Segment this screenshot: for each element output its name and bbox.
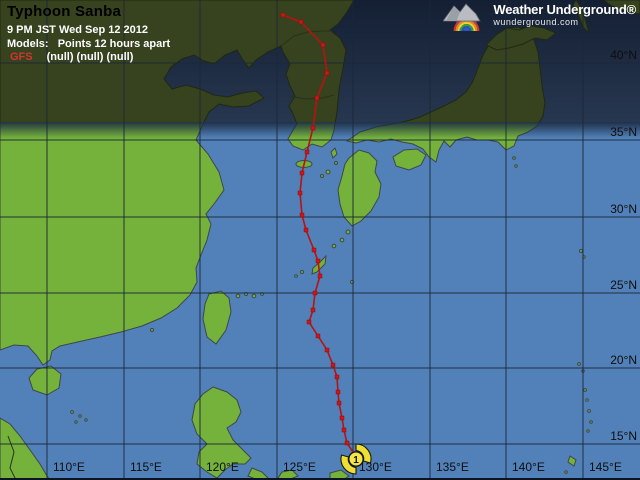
longitude-label: 135°E: [436, 460, 469, 474]
forecast-track-point: [310, 307, 316, 313]
longitude-label: 125°E: [283, 460, 316, 474]
forecast-track-point: [298, 19, 304, 25]
latitude-label: 25°N: [610, 278, 637, 292]
forecast-track-point: [280, 12, 286, 18]
storm-number: 1: [353, 455, 359, 466]
cloud-mountain-shade: [446, 6, 461, 21]
longitude-label: 115°E: [130, 460, 162, 474]
forecast-track-point: [324, 70, 330, 76]
typhoon-arm-top: [355, 443, 372, 464]
models-line: Models: Points 12 hours apart: [7, 37, 171, 50]
latitude-label: 30°N: [610, 202, 637, 216]
longitude-label: 140°E: [512, 460, 545, 474]
longitude-label: 145°E: [589, 460, 622, 474]
forecast-track-point: [320, 42, 326, 48]
forecast-track-point: [310, 125, 316, 131]
forecast-track-point: [334, 374, 340, 380]
model-row: GFS (null) (null) (null): [7, 51, 170, 65]
wunderground-logo[interactable]: Weather Underground® wunderground.com: [443, 2, 636, 32]
forecast-track-point: [314, 95, 320, 101]
forecast-track-point: [324, 347, 330, 353]
forecast-track-point: [344, 440, 350, 446]
forecast-track-point: [312, 290, 318, 296]
forecast-track-point: [336, 400, 342, 406]
country-border-korea-dmz: [287, 94, 335, 100]
forecast-track-point: [341, 427, 347, 433]
longitude-label: 130°E: [359, 460, 392, 474]
timestamp: 9 PM JST Wed Sep 12 2012: [7, 24, 149, 36]
forecast-track-point: [315, 258, 321, 264]
wunderground-logo-icon: [443, 3, 482, 32]
typhoon-arm-bottom: [340, 454, 357, 475]
forecast-track-point: [317, 273, 323, 279]
forecast-track-point: [335, 389, 341, 395]
map-header: Typhoon Sanba 9 PM JST Wed Sep 12 2012 M…: [7, 3, 170, 65]
forecast-track-point: [330, 362, 336, 368]
forecast-track-point: [299, 170, 305, 176]
forecast-track-point: [297, 190, 303, 196]
rainbow-blue: [461, 26, 472, 32]
logo-domain: wunderground.com: [493, 17, 579, 27]
longitude-label: 120°E: [206, 460, 239, 474]
shade-gradient: [0, 122, 640, 138]
logo-brand: Weather Underground®: [493, 2, 636, 17]
latitude-label: 40°N: [610, 48, 637, 62]
storm-title: Typhoon Sanba: [7, 3, 121, 20]
storm-track-layer: [280, 12, 354, 453]
forecast-track-point: [304, 149, 310, 155]
forecast-track-point: [311, 247, 317, 253]
forecast-track-point: [303, 227, 309, 233]
forecast-track-point: [339, 415, 345, 421]
typhoon-icon: 1: [340, 443, 372, 475]
latitude-label: 15°N: [610, 429, 637, 443]
latitude-label: 20°N: [610, 353, 637, 367]
rainbow-yellow: [457, 22, 476, 32]
coordinate-labels-layer: 110°E 115°E 120°E 125°E 130°E 135°E 140°E 145°E…: [53, 48, 637, 474]
rainbow-green: [459, 24, 474, 32]
model-name: GFS: [10, 51, 33, 63]
typhoon-eye-circle: [348, 451, 364, 467]
forecast-track-point: [315, 333, 321, 339]
forecast-track-point: [306, 319, 312, 325]
country-border-china-nk: [280, 30, 332, 47]
model-values: (null) (null) (null): [46, 51, 134, 63]
longitude-label: 110°E: [53, 460, 85, 474]
latitude-label: 35°N: [610, 125, 637, 139]
forecast-track-point: [299, 212, 305, 218]
